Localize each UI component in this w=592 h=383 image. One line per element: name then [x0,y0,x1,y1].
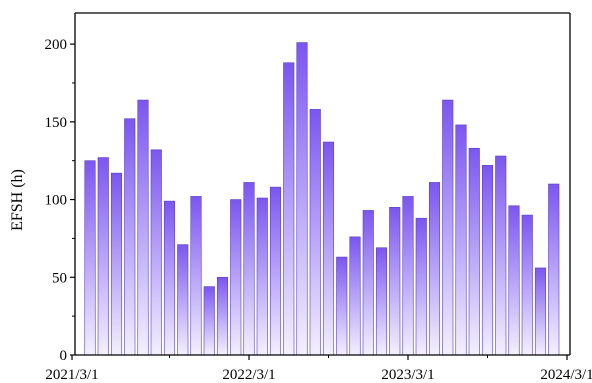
bar-2022-6 [283,62,295,356]
bar-2022-4 [256,197,268,356]
bar-2021-5 [110,172,123,356]
bar-2022-10 [336,256,348,356]
bar-2021-4 [97,157,109,356]
bar-2021-6 [124,118,136,356]
bar-2021-3 [84,160,96,356]
bar-2023-1 [375,247,388,356]
x-tick-label-0: 2021/3/1 [45,367,98,383]
y-tick-label-200: 200 [45,37,68,53]
bar-2024-2 [548,183,560,356]
bar-2022-1 [216,276,229,356]
bar-2023-6 [442,99,454,356]
bar-2021-10 [177,244,189,356]
y-tick-label-150: 150 [45,115,68,131]
bar-2022-2 [230,199,242,356]
bar-2021-11 [190,196,202,356]
bar-2023-5 [428,182,441,356]
bar-2023-8 [468,147,480,356]
bar-2023-4 [415,217,427,356]
bar-2021-12 [203,286,215,356]
bar-2021-8 [150,149,162,356]
bar-2022-11 [349,236,361,356]
y-tick-label-0: 0 [60,348,68,364]
x-tick-label-2: 2023/3/1 [381,367,434,383]
bar-2022-5 [269,186,282,356]
y-tick-label-100: 100 [45,193,68,209]
bar-2023-3 [402,196,414,356]
bar-2021-9 [163,200,176,356]
y-tick-label-50: 50 [52,270,67,286]
bar-2023-7 [455,124,467,356]
axes-group: 0 50 100 150 200 2021/3/1 2022/3/1 2023/3/1 2024… [45,12,592,383]
y-axis-title: EFSH (h) [9,169,26,231]
x-tick-label-3: 2024/3/1 [540,367,592,383]
bar-2022-8 [309,109,321,356]
bar-2022-12 [362,210,374,356]
bar-2022-9 [322,141,335,356]
bar-2023-12 [521,214,533,356]
bar-2023-9 [481,165,494,356]
x-tick-label-1: 2022/3/1 [222,367,275,383]
bar-2023-10 [495,155,507,356]
bars-group [84,42,560,356]
bar-2024-1 [534,267,547,356]
bar-2023-2 [389,207,401,356]
bar-2021-7 [137,99,149,356]
bar-2023-11 [508,205,520,356]
bar-2022-7 [296,42,308,356]
bar-2022-3 [243,182,255,356]
